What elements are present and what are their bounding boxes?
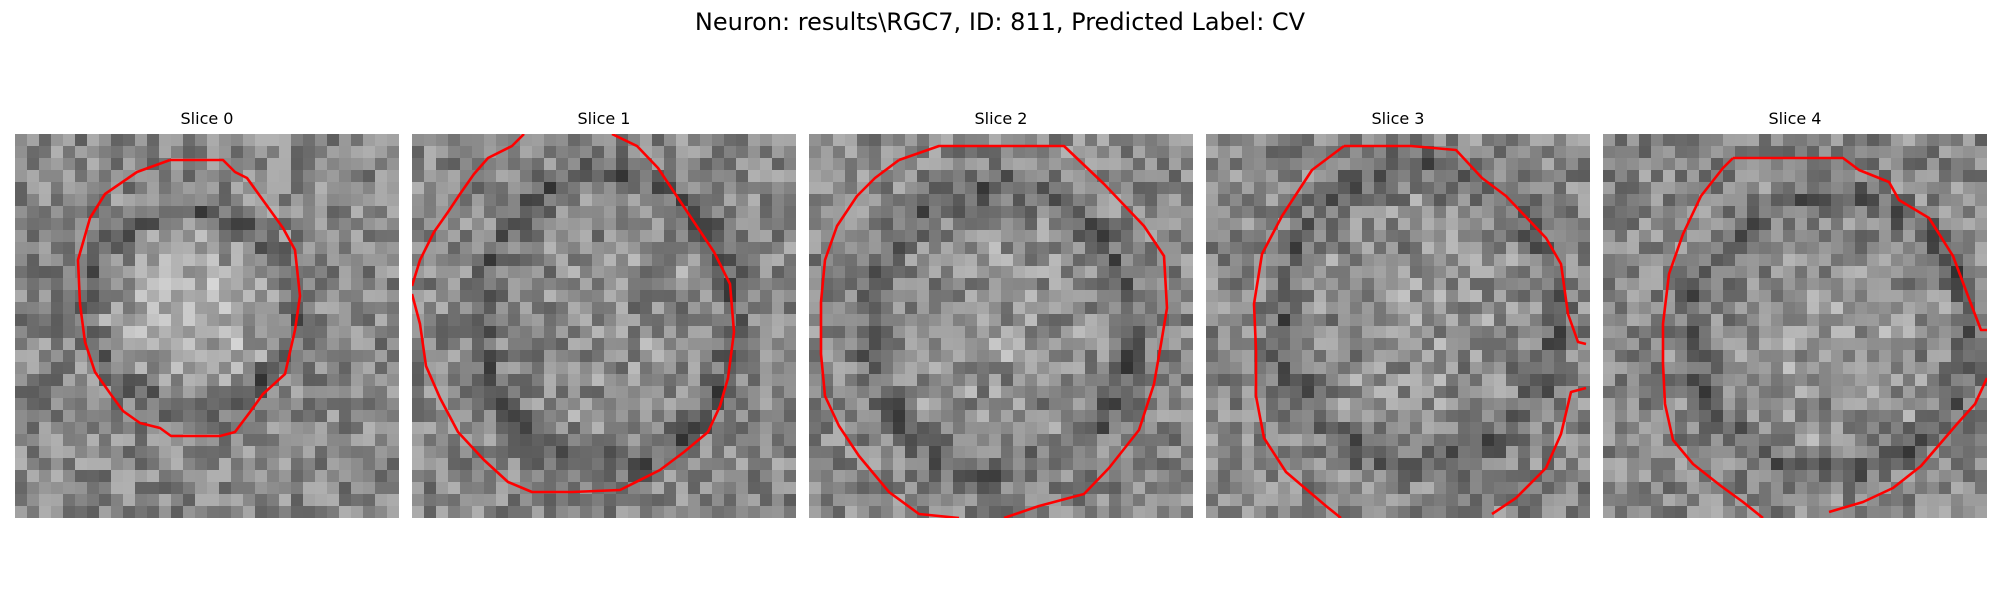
slice-panel-0: Slice 0 [15, 108, 399, 520]
pixel-grid-1 [412, 134, 796, 518]
pixel-grid-4 [1603, 134, 1987, 518]
figure-title: Neuron: results\RGC7, ID: 811, Predicted… [694, 8, 1306, 36]
slice-panel-1: Slice 1 [412, 108, 796, 520]
contour-outline-3 [1344, 144, 1587, 346]
pixel-grid-2 [809, 134, 1193, 518]
contour-outline-2b [819, 158, 960, 518]
slice-image-3 [1206, 134, 1590, 518]
slice-title-1: Slice 1 [577, 109, 631, 128]
slice-image-0 [15, 134, 399, 518]
contour-outline-1 [412, 134, 525, 287]
slice-panel-2: Slice 2 [809, 108, 1193, 520]
slice-image-4 [1603, 134, 1987, 518]
pixel-grid-0 [15, 134, 399, 518]
slice-title-0: Slice 0 [180, 109, 234, 128]
slice-image-1 [412, 134, 796, 518]
slice-title-2: Slice 2 [974, 109, 1028, 128]
contour-outline-0 [76, 158, 302, 438]
contour-outline-4 [1733, 156, 1987, 332]
slice-panel-3: Slice 3 [1206, 108, 1590, 520]
contour-outline-3b [1491, 386, 1587, 516]
contour-outline-4b [1828, 377, 1987, 514]
contour-outline-1b [412, 134, 736, 494]
slice-image-2 [809, 134, 1193, 518]
pixel-grid-3 [1206, 134, 1590, 518]
contour-outline-2 [898, 144, 1169, 518]
slice-title-3: Slice 3 [1371, 109, 1425, 128]
slice-panel-4: Slice 4 [1603, 108, 1987, 520]
contour-outline-4c [1661, 157, 1764, 518]
slice-title-4: Slice 4 [1768, 109, 1822, 128]
contour-outline-3c [1252, 144, 1345, 518]
